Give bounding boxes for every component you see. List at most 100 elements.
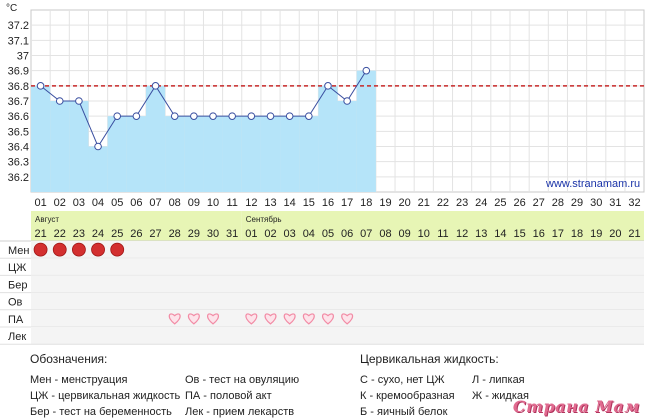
cervical-item: Б - яичный белок <box>360 406 448 418</box>
y-tick-label: 36.5 <box>8 126 29 138</box>
indicator-row <box>31 292 644 310</box>
row-label: Бер <box>8 279 27 291</box>
cycle-day-label: 12 <box>245 197 257 209</box>
date-label: 27 <box>149 228 161 240</box>
cycle-day-label: 30 <box>590 197 602 209</box>
legend-item: Ов - тест на овуляцию <box>185 374 300 386</box>
cervical-item: Л - липкая <box>472 374 525 386</box>
date-label: 20 <box>609 228 621 240</box>
date-label: 09 <box>398 228 410 240</box>
temperature-bar <box>299 116 319 192</box>
date-label: 30 <box>207 228 219 240</box>
cycle-day-label: 03 <box>73 197 85 209</box>
row-label: Ов <box>8 297 23 309</box>
y-tick-label: 36.4 <box>8 142 29 154</box>
temperature-bar <box>145 85 166 192</box>
temperature-point <box>94 142 102 151</box>
row-label: Мен <box>8 245 29 257</box>
cycle-day-label: 17 <box>341 197 353 209</box>
date-label: 10 <box>418 228 430 240</box>
legend-item: ПА - половой акт <box>185 390 272 402</box>
y-tick-label: 36.2 <box>8 172 29 184</box>
date-label: 16 <box>533 228 545 240</box>
temperature-bar <box>337 101 357 192</box>
temperature-bar <box>107 116 127 192</box>
indicator-row <box>31 241 644 259</box>
date-label: 21 <box>34 228 46 240</box>
cycle-day-label: 13 <box>264 197 276 209</box>
temperature-point <box>362 66 371 75</box>
cycle-day-label: 14 <box>284 197 296 209</box>
watermark-logo: Страна Мам <box>512 397 640 416</box>
temperature-point <box>132 112 141 120</box>
intercourse-heart-icon <box>322 313 334 325</box>
temperature-bar <box>222 116 242 192</box>
y-tick-label: 36.6 <box>8 111 29 123</box>
site-link[interactable]: www.stranamam.ru <box>546 178 641 190</box>
menstruation-dot <box>110 242 125 257</box>
temperature-point <box>247 112 256 120</box>
cycle-day-label: 09 <box>188 197 200 209</box>
cycle-day-label: 05 <box>111 197 123 209</box>
temperature-point <box>266 112 275 120</box>
cycle-day-label: 25 <box>494 197 506 209</box>
indicator-row <box>31 258 644 276</box>
date-label: 14 <box>494 228 506 240</box>
cycle-day-label: 20 <box>398 197 410 209</box>
cervical-item: С - сухо, нет ЦЖ <box>360 374 445 386</box>
y-tick-label: 36.8 <box>8 81 29 93</box>
temperature-line <box>40 70 367 148</box>
legend-item: ЦЖ - цервикальная жидкость <box>30 390 181 402</box>
temperature-bar <box>318 85 338 192</box>
cycle-day-label: 04 <box>92 197 104 209</box>
month-label: Август <box>35 215 59 224</box>
temperature-bar <box>356 70 376 192</box>
date-label: 06 <box>341 228 353 240</box>
cycle-day-label: 10 <box>207 197 219 209</box>
legend-item: Бер - тест на беременность <box>30 406 172 418</box>
temperature-bar <box>126 116 146 192</box>
cycle-day-label: 07 <box>149 197 161 209</box>
cycle-day-label: 02 <box>54 197 66 209</box>
date-label: 28 <box>169 228 181 240</box>
temperature-bar <box>203 116 223 192</box>
indicator-row <box>31 309 644 327</box>
date-label: 29 <box>188 228 200 240</box>
y-tick-label: 37 <box>17 51 29 63</box>
y-tick-label: 36.3 <box>8 157 29 169</box>
cervical-legend-title: Цервикальная жидкость: <box>360 352 499 366</box>
intercourse-heart-icon <box>207 313 219 325</box>
cycle-day-label: 08 <box>169 197 181 209</box>
temperature-bar <box>260 116 281 192</box>
temperature-point <box>209 112 217 120</box>
menstruation-dot <box>33 242 48 257</box>
cycle-day-label: 18 <box>360 197 372 209</box>
legend: Обозначения: Мен - менструация Ов - тест… <box>30 352 299 420</box>
temperature-point <box>55 97 64 105</box>
menstruation-dot <box>91 242 105 257</box>
date-label: 19 <box>590 228 602 240</box>
intercourse-heart-icon <box>283 313 296 325</box>
y-unit-label: °C <box>6 3 17 14</box>
month-label: Сентябрь <box>246 215 282 224</box>
date-label: 04 <box>303 228 315 240</box>
temperature-bar <box>280 116 300 192</box>
cycle-day-label: 23 <box>456 197 468 209</box>
cycle-day-label: 06 <box>130 197 142 209</box>
date-label: 12 <box>456 228 468 240</box>
y-tick-label: 37.2 <box>8 20 29 32</box>
cycle-day-label: 19 <box>379 197 391 209</box>
date-label: 08 <box>379 228 391 240</box>
intercourse-heart-icon <box>168 313 181 325</box>
temperature-bar <box>69 101 89 192</box>
cycle-day-label: 11 <box>226 197 237 209</box>
date-label: 13 <box>475 228 487 240</box>
date-label: 01 <box>245 228 257 240</box>
intercourse-heart-icon <box>187 313 200 325</box>
temperature-point <box>113 112 122 120</box>
temperature-point <box>228 112 236 120</box>
date-label: 31 <box>226 228 238 240</box>
indicator-row <box>31 275 644 293</box>
y-tick-label: 36.9 <box>8 66 29 78</box>
date-label: 03 <box>284 228 296 240</box>
